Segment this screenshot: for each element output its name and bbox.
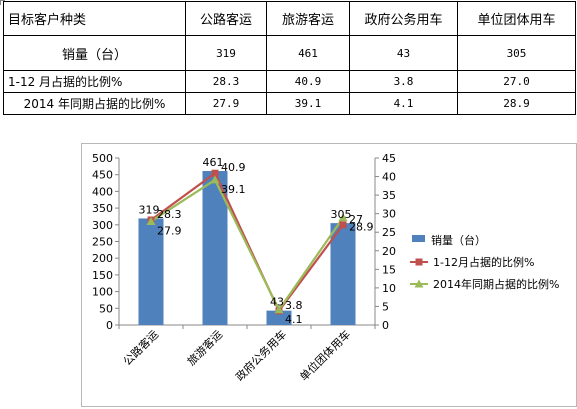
chart-frame: 0 50 100 150 200 250 300 350 400 450 500 0 5 10 15 20 25… — [81, 143, 577, 407]
line-data-label-ratio-2014: 28.9 — [349, 221, 374, 234]
right-axis-tick-label: 35 — [382, 189, 396, 202]
table-row: 2014 年同期占据的比例% 27.9 39.1 4.1 28.9 — [3, 92, 576, 115]
bar-sales — [138, 218, 164, 325]
legend-swatch-sales — [412, 235, 425, 242]
table-header-cell: 单位团体用车 — [457, 1, 576, 36]
left-axis-tick-label: 500 — [92, 152, 113, 165]
line-data-label-ratio-2014: 4.1 — [285, 313, 303, 326]
right-axis-tick-label: 0 — [382, 319, 389, 332]
table-cell: 28.9 — [457, 92, 576, 115]
table-cell: 305 — [457, 35, 576, 71]
legend-label-ratio-2014: 2014年同期占据的比例% — [433, 277, 559, 291]
left-axis-tick-label: 300 — [92, 219, 113, 232]
point-marker-ratio-2014 — [274, 305, 284, 314]
table-cell: 43 — [349, 35, 458, 71]
table-header-cell: 旅游客运 — [266, 1, 350, 36]
left-axis-tick-label: 400 — [92, 185, 113, 198]
right-axis-tick-label: 10 — [382, 282, 396, 295]
table-cell: 319 — [185, 35, 267, 71]
table-header-cell: 政府公务用车 — [349, 1, 458, 36]
right-axis-tick-label: 15 — [382, 263, 396, 276]
left-axis-tick-label: 50 — [99, 302, 113, 315]
bar-data-label: 43 — [270, 296, 284, 309]
legend-marker-ratio-2014 — [414, 279, 424, 288]
x-axis-category-label: 政府公务用车 — [233, 327, 290, 384]
table-cell: 27.0 — [457, 70, 576, 93]
point-marker-ratio-2014 — [338, 213, 348, 222]
table-row-label: 2014 年同期占据的比例% — [3, 92, 186, 115]
legend-marker-ratio-2015 — [415, 258, 423, 266]
left-axis-tick-label: 450 — [92, 169, 113, 182]
x-axis-category-label: 公路客运 — [120, 327, 161, 368]
combo-chart: 0 50 100 150 200 250 300 350 400 450 500 0 5 10 15 20 25… — [92, 152, 559, 384]
line-data-label-ratio-2015: 27 — [349, 213, 363, 226]
left-axis-tick-label: 200 — [92, 252, 113, 265]
corner-mark — [0, 0, 5, 5]
left-axis-tick-label: 0 — [106, 319, 113, 332]
left-axis-tick-label: 250 — [92, 236, 113, 249]
bar-sales — [330, 223, 356, 325]
table-cell: 39.1 — [266, 92, 350, 115]
bar-data-label: 461 — [203, 156, 224, 169]
bar-sales — [266, 310, 292, 325]
table-header-cell: 公路客运 — [185, 1, 267, 36]
line-data-label-ratio-2015: 28.3 — [157, 208, 182, 221]
legend-label-sales: 销量（台） — [431, 233, 486, 247]
point-marker-ratio-2015 — [211, 169, 219, 177]
line-data-label-ratio-2015: 40.9 — [221, 161, 246, 174]
table-cell: 27.9 — [185, 92, 267, 115]
right-axis-tick-label: 45 — [382, 152, 396, 165]
table-row: 1-12 月占据的比例% 28.3 40.9 3.8 27.0 — [3, 70, 576, 93]
table-header-row: 目标客户种类 公路客运 旅游客运 政府公务用车 单位团体用车 — [3, 1, 576, 36]
right-axis-tick-label: 30 — [382, 208, 396, 221]
left-axis-tick-label: 100 — [92, 286, 113, 299]
line-data-label-ratio-2015: 3.8 — [285, 299, 303, 312]
x-axis-category-label: 旅游客运 — [184, 327, 225, 368]
right-axis-tick-label: 20 — [382, 245, 396, 258]
right-axis-tick-label: 25 — [382, 226, 396, 239]
line-series-ratio-2014 — [150, 178, 344, 312]
legend-label-ratio-2015: 1-12月占据的比例% — [433, 255, 534, 269]
point-marker-ratio-2014 — [146, 216, 156, 225]
right-axis-tick-label: 40 — [382, 171, 396, 184]
x-axis-category-label: 单位团体用车 — [297, 327, 354, 384]
bar-data-label: 319 — [139, 203, 160, 216]
table-cell: 461 — [266, 35, 350, 71]
bar-data-label: 305 — [331, 208, 352, 221]
table-cell: 40.9 — [266, 70, 350, 93]
point-marker-ratio-2014 — [210, 175, 220, 184]
data-table: 目标客户种类 公路客运 旅游客运 政府公务用车 单位团体用车 销量（台） 319… — [3, 1, 576, 115]
table-header-label: 目标客户种类 — [3, 1, 186, 36]
table-cell: 28.3 — [185, 70, 267, 93]
line-data-label-ratio-2014: 39.1 — [221, 183, 246, 196]
left-axis-tick-label: 350 — [92, 202, 113, 215]
table-cell: 3.8 — [349, 70, 458, 93]
table-cell: 4.1 — [349, 92, 458, 115]
point-marker-ratio-2015 — [339, 221, 347, 229]
table-row: 销量（台） 319 461 43 305 — [3, 35, 576, 71]
table-row-label: 1-12 月占据的比例% — [3, 70, 186, 93]
table-row-label: 销量（台） — [3, 35, 186, 71]
line-series-ratio-2015 — [150, 171, 344, 314]
left-axis-tick-label: 150 — [92, 269, 113, 282]
line-data-label-ratio-2014: 27.9 — [157, 224, 182, 237]
right-axis-tick-label: 5 — [382, 300, 389, 313]
